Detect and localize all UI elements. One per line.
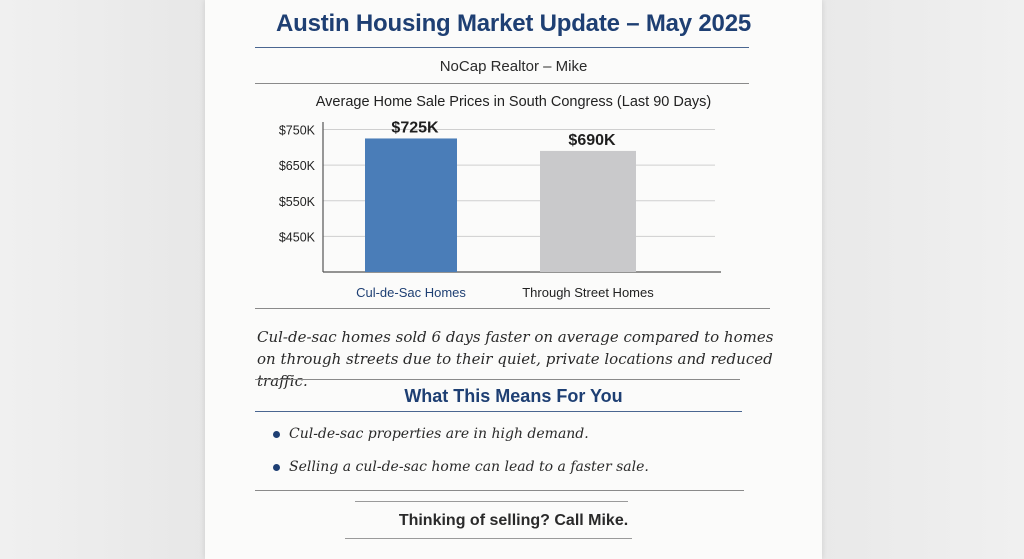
bar: [365, 138, 457, 272]
insight-text: Cul-de-sac homes sold 6 days faster on a…: [257, 328, 774, 390]
data-label: $725K: [391, 120, 439, 136]
background-right: [822, 0, 1024, 559]
bullet-text: Selling a cul-de-sac home can lead to a …: [289, 459, 649, 475]
subtitle-divider: [255, 83, 749, 84]
y-tick-label: $450K: [279, 230, 316, 244]
data-label: $690K: [568, 132, 616, 149]
bullet-list: Cul-de-sac properties are in high demand…: [273, 426, 649, 492]
x-category-label: Cul-de-Sac Homes: [356, 285, 466, 300]
section-underline: [255, 411, 742, 412]
bullets-divider: [255, 490, 744, 491]
y-tick-label: $650K: [279, 159, 316, 173]
list-item: Cul-de-sac properties are in high demand…: [273, 426, 649, 459]
insight-divider: [255, 379, 740, 380]
background-left: [0, 0, 205, 559]
bar: [540, 150, 636, 272]
section-heading: What This Means For You: [404, 386, 623, 406]
chart-title: Average Home Sale Prices in South Congre…: [315, 94, 712, 110]
title-underline: [255, 47, 749, 48]
list-item: Selling a cul-de-sac home can lead to a …: [273, 459, 649, 492]
bullet-text: Cul-de-sac properties are in high demand…: [289, 426, 589, 442]
y-tick-label: $750K: [279, 124, 316, 138]
chart-divider: [255, 308, 770, 309]
x-category-label: Through Street Homes: [522, 285, 654, 300]
bullet-dot-icon: [273, 464, 280, 471]
cta-top-divider: [355, 501, 628, 502]
bullet-dot-icon: [273, 431, 280, 438]
document-title: Austin Housing Market Update – May 2025: [276, 10, 751, 37]
bar-chart: $450K $550K $650K $750K $725K Cul-de-Sac Home…: [279, 120, 721, 300]
flyer-sheet: Austin Housing Market Update – May 2025 …: [205, 0, 822, 559]
cta-bottom-divider: [345, 538, 632, 539]
document-subtitle: NoCap Realtor – Mike: [439, 58, 588, 75]
call-to-action: Thinking of selling? Call Mike.: [398, 512, 629, 529]
y-tick-label: $550K: [279, 195, 316, 209]
